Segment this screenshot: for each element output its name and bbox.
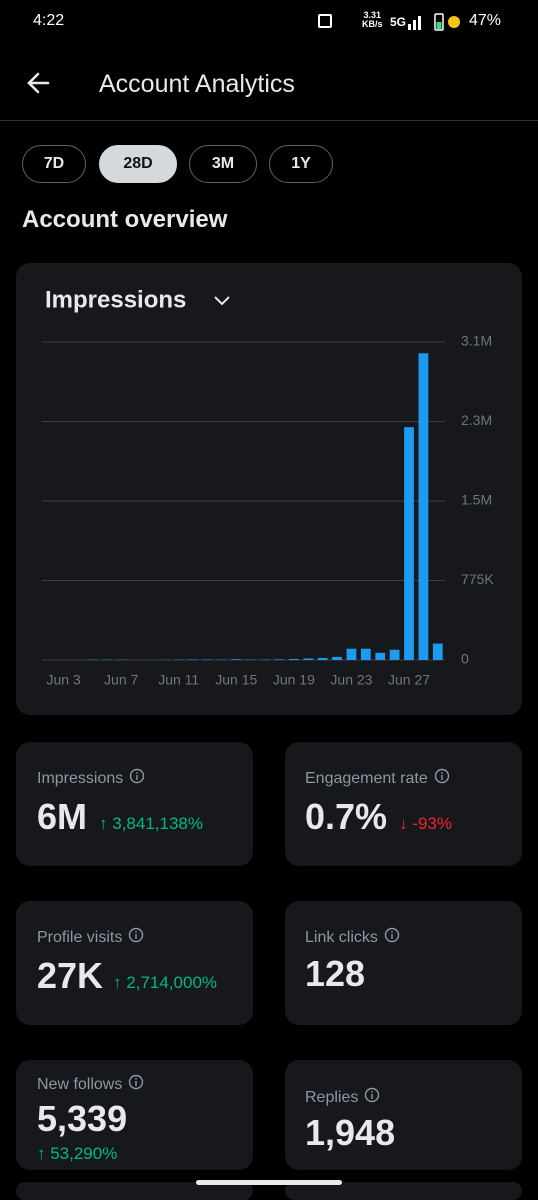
home-indicator[interactable] [196,1180,342,1185]
bar [188,659,199,660]
y-tick-label: 775K [461,571,494,587]
metric-change: ↑ 2,714,000% [113,973,218,992]
tab[interactable]: 28D [99,145,177,183]
metric-value: 6M [37,796,88,837]
y-tick-label: 1.5M [461,492,492,508]
metric-card[interactable]: Impressions 6M ↑ 3,841,138% [16,742,253,866]
info-glyph [129,927,144,943]
x-tick-label: Jun 15 [215,672,257,688]
back-button[interactable] [26,70,52,96]
status-time: 4:22 [33,12,65,29]
metric-value: 5,339 [37,1098,128,1139]
signal-battery-icons [408,13,460,31]
metric-label-text: Replies [305,1088,359,1106]
metric-label-text: New follows [37,1075,123,1093]
tab[interactable]: 7D [22,145,86,183]
metric-card-partial [16,1182,253,1200]
speed-value: 3.31 [363,10,382,20]
bar [432,643,443,660]
metric-change: ↑ 3,841,138% [99,814,203,833]
bar [288,658,299,660]
bar [317,657,328,660]
info-icon[interactable] [128,1074,144,1095]
bar [418,353,429,660]
metric-label: New follows [37,1074,144,1095]
divider [0,120,538,121]
metric-row: 27K ↑ 2,714,000% [37,955,217,997]
info-glyph [365,1087,380,1103]
info-glyph [434,768,449,784]
metric-row: 0.7% ↓ -93% [305,796,452,838]
x-tick-label: Jun 11 [158,672,199,688]
bar [202,659,213,660]
bar [404,427,414,660]
metric-change: ↑ 53,290% [37,1144,118,1163]
tab[interactable]: 1Y [269,145,333,183]
metric-card[interactable]: Profile visits 27K ↑ 2,714,000% [16,901,253,1025]
bar [332,656,342,660]
battery-level: 47% [469,12,502,29]
info-icon[interactable] [434,768,450,789]
info-icon[interactable] [128,927,144,948]
info-icon[interactable] [384,927,400,948]
y-tick-label: 0 [461,651,469,667]
metric-change: ↓ -93% [399,814,452,833]
bar [274,659,285,660]
metric-label: Impressions [37,768,145,789]
vibrate-icon [318,14,332,28]
metric-card[interactable]: Link clicks 128 [285,901,522,1025]
info-glyph [129,1074,144,1090]
chart-title[interactable]: Impressions [45,286,186,313]
metric-value: 0.7% [305,796,388,837]
bar [375,652,386,660]
x-tick-label: Jun 3 [46,672,80,688]
metric-label: Profile visits [37,927,144,948]
metric-card[interactable]: New follows 5,339 ↑ 53,290% [16,1060,253,1170]
metric-card[interactable]: Engagement rate 0.7% ↓ -93% [285,742,522,866]
metric-label-text: Engagement rate [305,769,428,787]
x-tick-label: Jun 23 [330,672,372,688]
metric-label-text: Profile visits [37,928,123,946]
section-title: Account overview [22,206,228,233]
info-glyph [130,768,145,784]
bar [303,658,314,660]
metric-label-text: Link clicks [305,928,378,946]
metric-value: 128 [305,953,366,994]
info-icon[interactable] [364,1087,380,1108]
speed-unit: KB/s [362,19,383,29]
bar [346,648,357,660]
y-tick-label: 3.1M [461,333,492,349]
info-glyph [384,927,400,943]
dropdown-chevron[interactable] [214,296,230,306]
metric-label: Engagement rate [305,768,450,789]
chart-card [16,263,522,715]
metric-value: 1,948 [305,1112,396,1153]
header-title: Account Analytics [99,70,295,98]
metric-label: Replies [305,1087,380,1108]
metric-card-partial [285,1182,522,1200]
metric-label-text: Impressions [37,769,124,787]
metric-label: Link clicks [305,927,400,948]
bar [360,648,371,660]
bar [389,649,400,660]
info-icon[interactable] [129,768,145,789]
metric-value: 27K [37,955,104,996]
network-type: 5G [390,15,407,29]
x-tick-label: Jun 19 [273,672,315,688]
chart: Impressions 0 775K 1.5M 2.3M 3.1M Jun 3 Jun 7 J… [42,286,494,688]
network-speed: 3.31 KB/s [362,11,383,29]
x-tick-label: Jun 27 [388,672,430,688]
metric-card[interactable]: Replies 1,948 [285,1060,522,1170]
x-tick-label: Jun 7 [104,672,138,688]
bar [231,659,242,660]
y-tick-label: 2.3M [461,412,492,428]
tab[interactable]: 3M [189,145,257,183]
metric-row: 6M ↑ 3,841,138% [37,796,203,838]
